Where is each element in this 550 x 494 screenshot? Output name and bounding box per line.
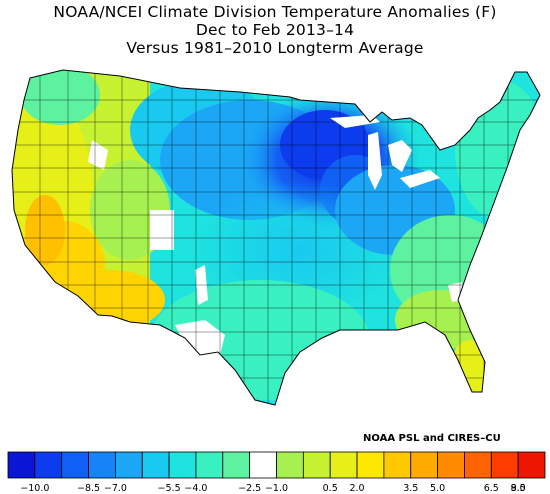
legend-swatch: [302, 451, 331, 479]
legend-swatch: [410, 451, 439, 479]
legend-tick-label: −10.0: [20, 483, 49, 494]
legend-tick-label: 9.5: [511, 483, 526, 494]
legend-swatch: [517, 451, 546, 479]
legend-swatch: [195, 451, 224, 479]
legend-swatch: [329, 451, 358, 479]
legend-tick-label: −8.5: [77, 483, 100, 494]
legend-swatch: [437, 451, 465, 479]
legend-swatch: [383, 451, 412, 479]
legend-tick-label: 0.5: [323, 483, 338, 494]
legend-swatch: [276, 451, 304, 479]
legend-swatch: [249, 451, 277, 479]
map-title: NOAA/NCEI Climate Division Temperature A…: [53, 3, 497, 21]
legend-tick-label: 6.5: [484, 483, 499, 494]
legend-swatch: [141, 451, 170, 479]
legend-tick-label: −1.0: [265, 483, 288, 494]
legend-tick-label: 3.5: [403, 483, 418, 494]
legend-swatch: [7, 451, 36, 479]
legend-tick-label: −7.0: [104, 483, 127, 494]
map-period: Dec to Feb 2013–14: [195, 21, 355, 39]
legend-tick-label: −5.5: [158, 483, 181, 494]
legend-swatch: [356, 451, 385, 479]
legend-swatch: [115, 451, 143, 479]
legend-swatch: [464, 451, 492, 479]
legend-tick-label: −4.0: [184, 483, 207, 494]
legend-tick-label: −2.5: [238, 483, 261, 494]
credit-label: NOAA PSL and CIRES–CU: [363, 433, 501, 444]
legend-tick-label: 8.0: [511, 483, 526, 494]
map-baseline: Versus 1981–2010 Longterm Average: [126, 39, 424, 57]
legend-swatch: [222, 451, 251, 479]
legend-tick-label: 5.0: [430, 483, 445, 494]
legend-tick-label: 2.0: [349, 483, 364, 494]
legend-swatch: [34, 451, 63, 479]
legend-swatch: [88, 451, 116, 479]
legend-swatch: [490, 451, 519, 479]
legend-swatch: [61, 451, 89, 479]
legend-swatch: [168, 451, 197, 479]
